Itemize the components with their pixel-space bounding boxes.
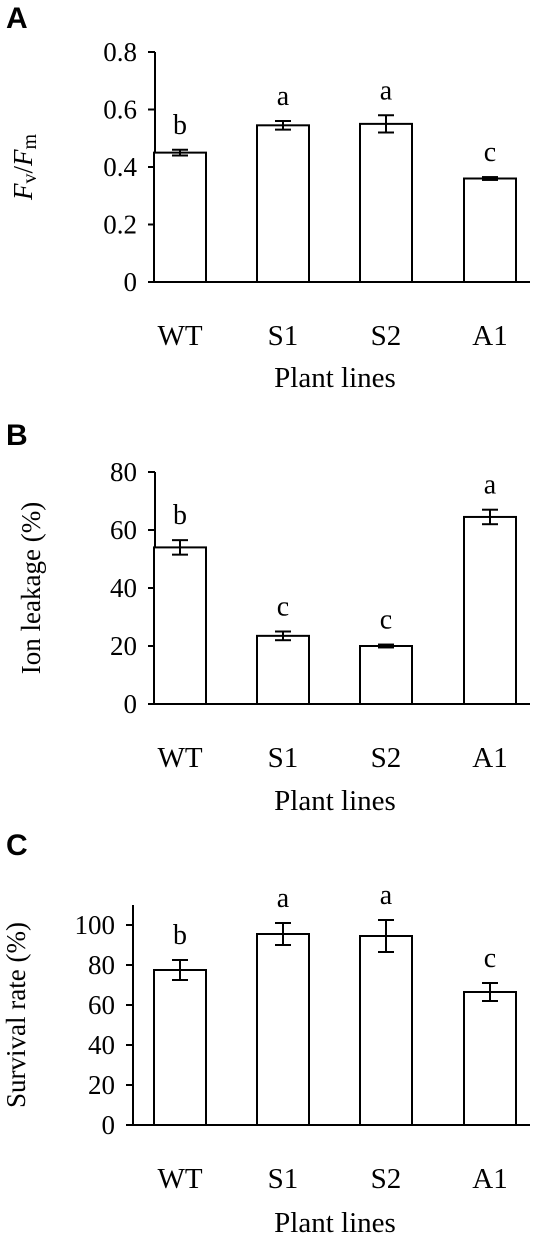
significance-letter: c — [277, 592, 289, 623]
x-axis-label: Plant lines — [274, 1207, 396, 1239]
significance-letter: a — [277, 81, 290, 112]
category-label: A1 — [472, 742, 507, 774]
bar — [256, 933, 310, 1126]
bar — [463, 515, 517, 706]
bar — [359, 645, 413, 705]
panel-b: B 0 20 40 60 80 b WT c S1 c S2 a A1 Plant lines Ion lea… — [6, 419, 530, 817]
category-label: WT — [157, 320, 202, 352]
y-tick-label: 0.6 — [103, 95, 137, 125]
category-label: S1 — [268, 1163, 299, 1195]
category-label: WT — [157, 1163, 202, 1195]
panel-letter: A — [6, 2, 28, 35]
y-tick-label: 80 — [88, 950, 115, 980]
bar — [256, 124, 310, 283]
bar — [153, 546, 207, 706]
category-label: S2 — [371, 742, 402, 774]
significance-letter: c — [484, 137, 496, 168]
bar — [359, 122, 413, 283]
panel-letter: B — [6, 419, 28, 452]
significance-letter: b — [173, 500, 187, 531]
y-tick-label: 40 — [88, 1030, 115, 1060]
y-axis-label: Ion leakage (%) — [16, 502, 46, 674]
y-tick-label: 0 — [124, 267, 138, 297]
y-tick-label: 80 — [110, 457, 137, 487]
y-tick-label: 40 — [110, 573, 137, 603]
significance-letter: a — [484, 470, 497, 501]
category-label: S1 — [268, 742, 299, 774]
y-tick-label: 0.8 — [103, 37, 137, 67]
category-label: S2 — [371, 1163, 402, 1195]
significance-letter: b — [173, 110, 187, 141]
significance-letter: b — [173, 920, 187, 951]
significance-letter: a — [277, 883, 290, 914]
category-label: S1 — [268, 320, 299, 352]
significance-letter: c — [380, 605, 392, 636]
panel-letter: C — [6, 829, 28, 862]
bar — [463, 177, 517, 283]
bar — [153, 151, 207, 283]
y-axis-label: Survival rate (%) — [1, 922, 31, 1108]
bar — [153, 969, 207, 1126]
significance-letter: a — [380, 880, 393, 911]
y-tick-label: 60 — [110, 515, 137, 545]
y-axis-label: Fv/Fm — [8, 134, 41, 202]
category-label: S2 — [371, 320, 402, 352]
bar — [256, 634, 310, 705]
y-tick-label: 60 — [88, 990, 115, 1020]
bar — [359, 935, 413, 1126]
category-label: A1 — [472, 1163, 507, 1195]
significance-letter: a — [380, 75, 393, 106]
y-tick-label: 20 — [110, 631, 137, 661]
y-tick-label: 20 — [88, 1070, 115, 1100]
y-tick-label: 0.2 — [103, 210, 137, 240]
y-tick-label: 0 — [124, 689, 138, 719]
category-label: WT — [157, 742, 202, 774]
category-label: A1 — [472, 320, 507, 352]
y-tick-label: 0 — [102, 1110, 116, 1140]
y-tick-label: 100 — [75, 910, 116, 940]
panel-c: C 0 20 40 60 80 100 b WT a S1 a S2 c A1 Plant lines Surv… — [1, 829, 530, 1239]
panel-a: A 0 0.2 0.4 0.6 0.8 b WT a S1 a S2 c A1 Plant lines Fv/… — [6, 2, 530, 394]
x-axis-label: Plant lines — [274, 362, 396, 394]
significance-letter: c — [484, 943, 496, 974]
y-tick-label: 0.4 — [103, 152, 137, 182]
bar — [463, 991, 517, 1126]
x-axis-label: Plant lines — [274, 785, 396, 817]
